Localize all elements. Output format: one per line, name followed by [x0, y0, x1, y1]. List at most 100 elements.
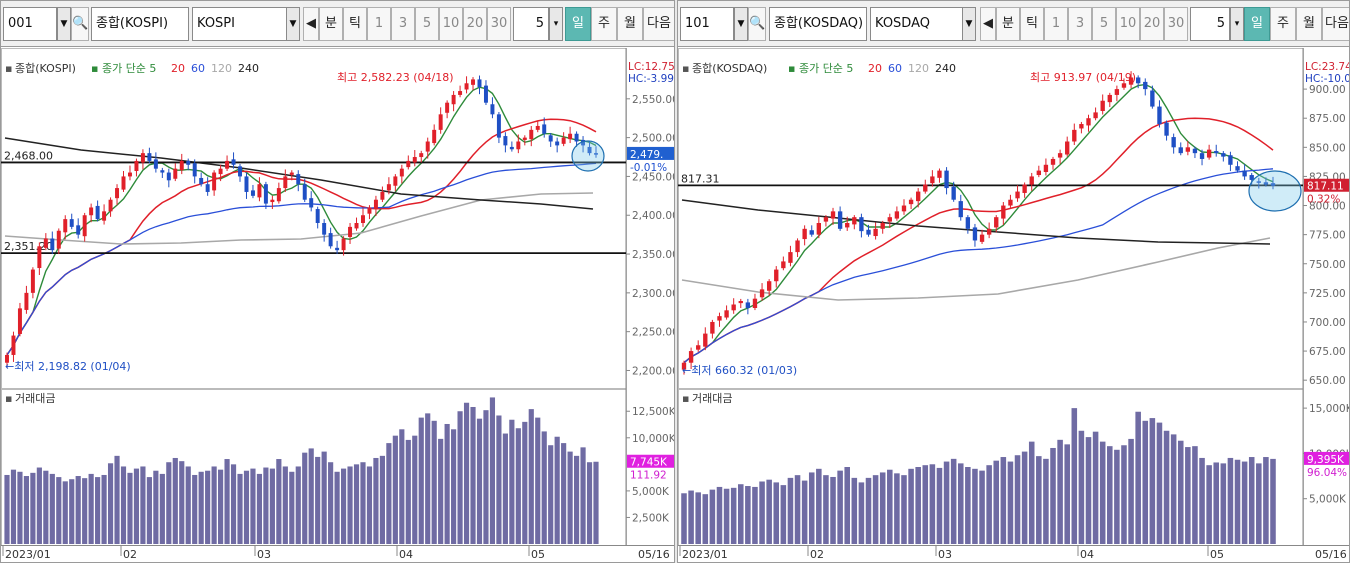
interval-button-7[interactable]: 30 [487, 7, 511, 41]
period-dropdown-icon[interactable]: ▾ [1230, 7, 1244, 41]
candle-body [205, 184, 210, 192]
current-change-label: -0.01% [630, 162, 667, 174]
tab-week[interactable]: 주 [591, 7, 617, 41]
candle-body [250, 190, 255, 196]
kosdaq-chart-panel: 101 ▼ 🔍 종합(KOSDAQ) KOSDAQ ▼ ◀ 분 틱 1 3 5 … [677, 0, 1350, 563]
candle-body [724, 310, 729, 318]
candle-body [399, 168, 404, 177]
ma-legend-60: 60 [888, 62, 902, 75]
interval-button-4[interactable]: 5 [1092, 7, 1116, 41]
kosdaq-chart[interactable]: ▪ 종합(KOSDAQ) ▪ 종가 단순 5 20 60 120 240900.00875.… [678, 48, 1350, 563]
candle-body [887, 217, 892, 222]
candle-body [341, 238, 346, 251]
tab-month[interactable]: 월 [1296, 7, 1322, 41]
candle-body [681, 362, 687, 370]
candle-body [965, 217, 971, 229]
code-dropdown-icon[interactable]: ▼ [57, 7, 71, 41]
period-select[interactable]: 5 [1190, 7, 1230, 41]
period-dropdown-icon[interactable]: ▾ [549, 7, 563, 41]
interval-button-3[interactable]: 3 [391, 7, 415, 41]
month-label: 2023/01 [5, 548, 51, 561]
tab-month[interactable]: 월 [617, 7, 643, 41]
category-field[interactable]: 종합(KOSPI) [91, 7, 189, 41]
volume-bar [179, 461, 185, 544]
volume-bar [1099, 441, 1106, 544]
market-select[interactable]: KOSPI [192, 7, 288, 41]
candle-body [458, 91, 463, 95]
candle-body [445, 102, 450, 113]
candle-body [880, 223, 885, 229]
volume-bar [1000, 457, 1007, 544]
interval-button-4[interactable]: 5 [415, 7, 439, 41]
volume-bar [752, 486, 758, 544]
interval-button-2[interactable]: 1 [367, 7, 391, 41]
candle-body [76, 225, 81, 235]
volume-bar [515, 428, 521, 544]
prev-arrow-icon[interactable]: ◀ [980, 7, 996, 41]
tab-week[interactable]: 주 [1270, 7, 1296, 41]
interval-button-1[interactable]: 틱 [1020, 7, 1044, 41]
month-label: 02 [810, 548, 824, 561]
volume-bar [133, 468, 140, 544]
code-dropdown-icon[interactable]: ▼ [734, 7, 748, 41]
search-icon[interactable]: 🔍 [748, 7, 766, 41]
interval-button-5[interactable]: 10 [1116, 7, 1140, 41]
candle-body [788, 252, 793, 263]
month-label: 04 [399, 548, 413, 561]
volume-bar [979, 470, 985, 544]
price-pane [1, 48, 627, 389]
ma-legend-240: 240 [238, 62, 259, 75]
market-dropdown-icon[interactable]: ▼ [286, 7, 300, 41]
price-tick-label: 2,500.00 [632, 133, 675, 145]
volume-bar [1248, 457, 1255, 544]
interval-button-2[interactable]: 1 [1044, 7, 1068, 41]
volume-bar [295, 466, 301, 544]
volume-bar [172, 457, 178, 544]
volume-bar [166, 462, 172, 544]
volume-bar [1170, 434, 1177, 544]
candle-body [1079, 124, 1084, 129]
interval-button-7[interactable]: 30 [1164, 7, 1188, 41]
search-icon[interactable]: 🔍 [71, 7, 89, 41]
tab-day[interactable]: 일 [565, 7, 591, 41]
volume-bar [554, 436, 560, 544]
price-tick-label: 2,350.00 [632, 249, 675, 261]
interval-button-5[interactable]: 10 [439, 7, 463, 41]
period-select[interactable]: 5 [513, 7, 549, 41]
market-select[interactable]: KOSDAQ [870, 7, 964, 41]
code-input[interactable]: 001 [3, 7, 57, 41]
volume-bar [95, 477, 101, 544]
candle-body [1128, 77, 1134, 85]
interval-button-6[interactable]: 20 [1140, 7, 1164, 41]
market-dropdown-icon[interactable]: ▼ [962, 7, 976, 41]
tab-next[interactable]: 다음 [643, 7, 674, 41]
tab-day[interactable]: 일 [1244, 7, 1270, 41]
legend-marker: ▪ [5, 62, 12, 75]
tab-next[interactable]: 다음 [1322, 7, 1349, 41]
interval-button-1[interactable]: 틱 [343, 7, 367, 41]
candle-body [1121, 83, 1127, 88]
volume-bar [837, 470, 843, 544]
volume-bar [851, 477, 858, 544]
candle-body [5, 354, 9, 363]
candle-body [809, 230, 814, 235]
price-tick-label: 2,300.00 [632, 288, 675, 300]
interval-button-3[interactable]: 3 [1068, 7, 1092, 41]
candle-body [845, 223, 850, 228]
candle-body [516, 141, 521, 150]
interval-button-6[interactable]: 20 [463, 7, 487, 41]
candle-body [1001, 205, 1006, 219]
price-tick-label: 700.00 [1309, 317, 1346, 329]
category-field[interactable]: 종합(KOSDAQ) [769, 7, 867, 41]
code-input[interactable]: 101 [680, 7, 734, 41]
month-label: 03 [257, 548, 271, 561]
candle-body [802, 228, 807, 240]
interval-button-0[interactable]: 분 [996, 7, 1020, 41]
candle-body [1192, 148, 1198, 154]
prev-arrow-icon[interactable]: ◀ [303, 7, 319, 41]
candle-body [1022, 184, 1027, 193]
interval-button-0[interactable]: 분 [319, 7, 343, 41]
kospi-chart[interactable]: ▪ 종합(KOSPI) ▪ 종가 단순 5 20 60 120 2402,550.002,5… [1, 48, 675, 563]
volume-bar [1177, 440, 1184, 544]
candle-body [555, 141, 560, 146]
